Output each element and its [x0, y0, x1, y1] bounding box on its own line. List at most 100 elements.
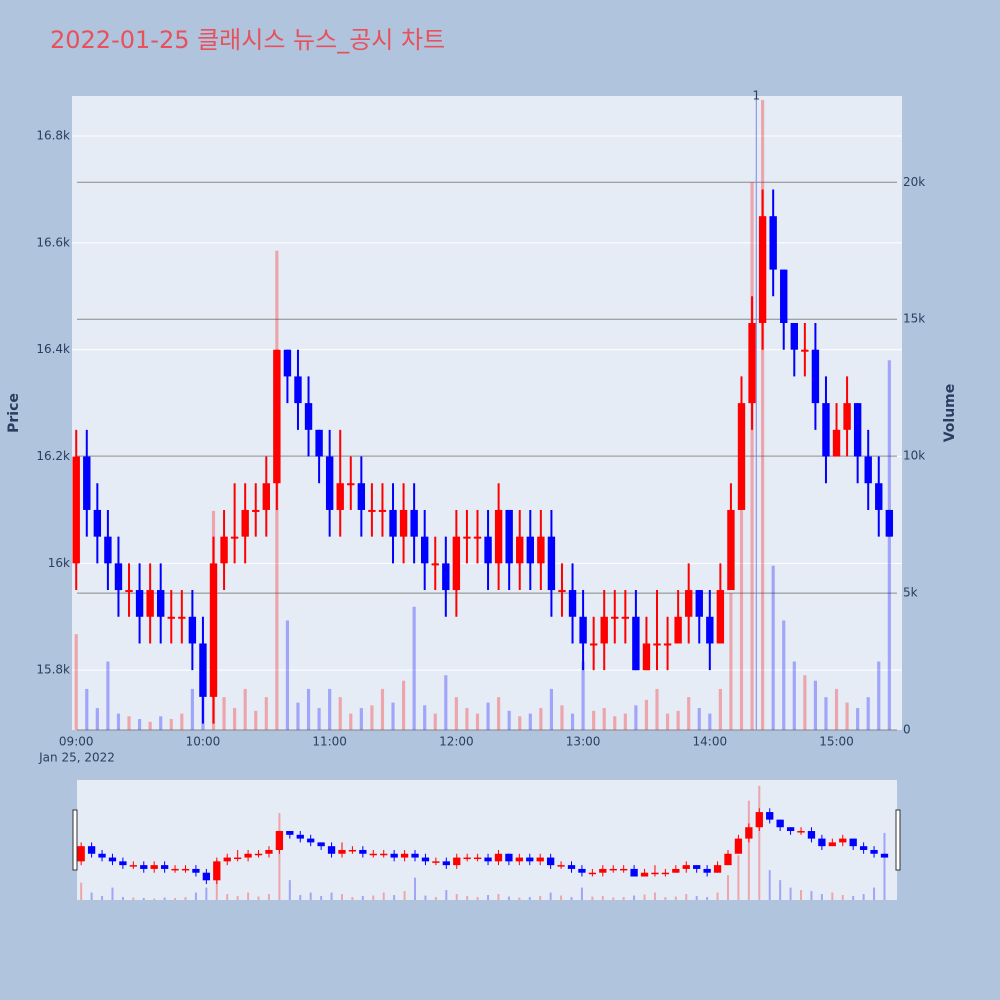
volume-bar [74, 634, 78, 730]
candle-body [568, 590, 577, 617]
volume-bar [528, 713, 532, 730]
y-tick-label: 16.6k [36, 235, 70, 249]
y-tick-label: 16.8k [36, 129, 70, 143]
range-handle[interactable] [895, 809, 901, 871]
candle-body [199, 643, 207, 697]
candle-body [104, 536, 112, 564]
slider-candle-body [515, 857, 523, 862]
slider-volume-bar [434, 897, 437, 900]
slider-volume-bar [340, 894, 343, 900]
candle-body [843, 403, 851, 430]
x-tick-label: 14:00 [693, 735, 728, 749]
slider-volume-bar [497, 894, 500, 900]
slider-volume-bar [612, 897, 615, 900]
x-tick-label: 15:00 [819, 735, 854, 749]
y-tick-label: 16.2k [36, 449, 70, 463]
volume-bar [718, 688, 722, 730]
y-tick-label: 16.4k [36, 342, 70, 356]
candle-body [157, 590, 165, 617]
candle-body [864, 456, 872, 484]
candle-body [262, 483, 270, 510]
range-handle[interactable] [72, 809, 78, 871]
slider-volume-bar [361, 896, 364, 900]
candle-body [347, 483, 355, 486]
slider-candle-body [473, 857, 482, 860]
slider-candle-body [693, 865, 701, 869]
slider-candle-body [202, 872, 211, 881]
slider-candle-body [421, 857, 430, 862]
slider-volume-bar [142, 898, 145, 900]
slider-candle-body [755, 812, 763, 828]
candle-body [642, 643, 651, 671]
slider-candle-body [150, 865, 158, 869]
candle-body [494, 509, 503, 564]
candle-body [135, 590, 144, 617]
slider-volume-bar [768, 870, 771, 900]
candle-body [389, 509, 397, 537]
slider-candle-body [140, 865, 148, 869]
candle-body [283, 349, 292, 377]
candle-body [336, 483, 344, 510]
candle-body [537, 536, 545, 564]
slider-volume-bar [643, 894, 646, 900]
slider-candle-body [317, 842, 325, 847]
slider-volume-bar [288, 880, 291, 900]
slider-candle-body [557, 865, 565, 867]
slider-candle-body [181, 868, 190, 871]
slider-candle-body [734, 838, 743, 854]
slider-candle-body [296, 834, 304, 839]
candle-body [801, 349, 809, 352]
slider-candle-body [651, 872, 659, 875]
volume-bar [148, 721, 152, 730]
slider-volume-bar [226, 894, 229, 900]
volume-bar [391, 702, 395, 730]
candle-body [399, 509, 408, 537]
candle-body [209, 563, 218, 697]
slider-candle-body [244, 853, 252, 858]
candle-body [452, 536, 461, 591]
volume-bar [359, 708, 363, 730]
volume-bar [866, 697, 870, 730]
slider-volume-bar [883, 832, 886, 900]
slider-volume-bar [90, 892, 93, 900]
volume-bar [95, 708, 99, 730]
volume-bar [655, 688, 659, 730]
slider-candle-body [859, 846, 868, 850]
volume-bar [570, 713, 575, 730]
candle-body [832, 429, 841, 457]
slider-candle-body [630, 868, 638, 877]
slider-volume-bar [695, 896, 698, 900]
volume-bar [169, 719, 173, 730]
slider-volume-bar [862, 894, 865, 900]
slider-volume-bar [299, 895, 302, 900]
volume-bar [845, 702, 849, 730]
slider-volume-bar [747, 800, 750, 900]
slider-volume-bar [403, 891, 406, 900]
slider-volume-bar [382, 892, 385, 900]
slider-candle-body [400, 853, 409, 858]
slider-candle-body [703, 868, 711, 873]
slider-candle-body [223, 857, 231, 862]
candle-body [853, 403, 862, 457]
slider-candle-body [797, 831, 805, 833]
x-tick-label: 10:00 [186, 735, 221, 749]
candle-body [273, 349, 281, 484]
volume-bar [475, 713, 480, 730]
candle-body [188, 616, 197, 644]
volume-bar [264, 697, 268, 730]
slider-volume-bar [560, 895, 563, 900]
slider-volume-bar [873, 887, 876, 900]
candle-body [811, 349, 820, 404]
slider-candle-body [213, 861, 221, 881]
slider-volume-bar [852, 896, 855, 900]
volume-bar [676, 710, 680, 730]
candle-body [146, 590, 154, 617]
slider-volume-bar [466, 896, 469, 900]
volume-bar [613, 716, 617, 730]
candle-body [579, 616, 587, 644]
range-slider[interactable] [77, 780, 897, 900]
candle-body [325, 456, 334, 510]
slider-candle-body [129, 865, 137, 867]
volume-bar [180, 713, 184, 730]
slider-volume-bar [487, 895, 490, 900]
